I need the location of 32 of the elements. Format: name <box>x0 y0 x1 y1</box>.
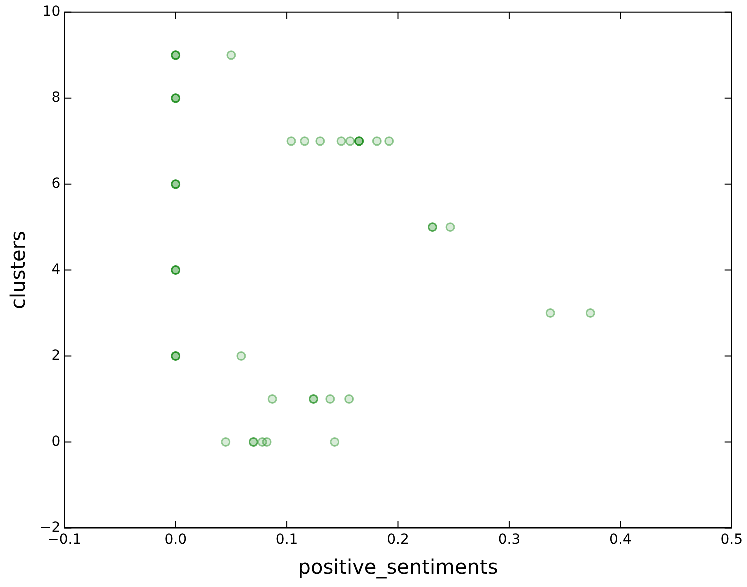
y-axis-title: clusters <box>6 231 30 310</box>
point <box>286 136 296 146</box>
y-tick-label: 6 <box>52 176 61 192</box>
x-tick-label: 0.5 <box>720 532 743 548</box>
point <box>262 437 272 447</box>
point <box>236 352 246 362</box>
point <box>300 136 310 146</box>
y-tick-label: 4 <box>52 262 61 278</box>
y-tick-label: 0 <box>52 434 61 450</box>
x-tick-label: 0.0 <box>164 532 187 548</box>
point <box>336 136 346 146</box>
point <box>346 136 356 146</box>
x-tick-label: 0.4 <box>610 532 632 548</box>
point <box>586 308 596 318</box>
point <box>326 394 336 404</box>
y-tick-label: 8 <box>52 90 61 106</box>
point <box>384 136 394 146</box>
x-axis-title: positive_sentiments <box>298 555 498 580</box>
x-tick-label: 0.1 <box>276 532 298 548</box>
point <box>221 437 231 447</box>
point <box>344 394 354 404</box>
x-tick-label: 0.2 <box>387 532 410 548</box>
point <box>226 50 236 60</box>
y-tick-label: 10 <box>42 4 61 20</box>
point <box>268 394 278 404</box>
point <box>446 222 456 232</box>
point <box>546 308 556 318</box>
x-tick-label: 0.3 <box>498 532 521 548</box>
y-tick-label: 2 <box>52 348 61 364</box>
point <box>316 136 326 146</box>
point <box>330 437 340 447</box>
point <box>372 136 382 146</box>
